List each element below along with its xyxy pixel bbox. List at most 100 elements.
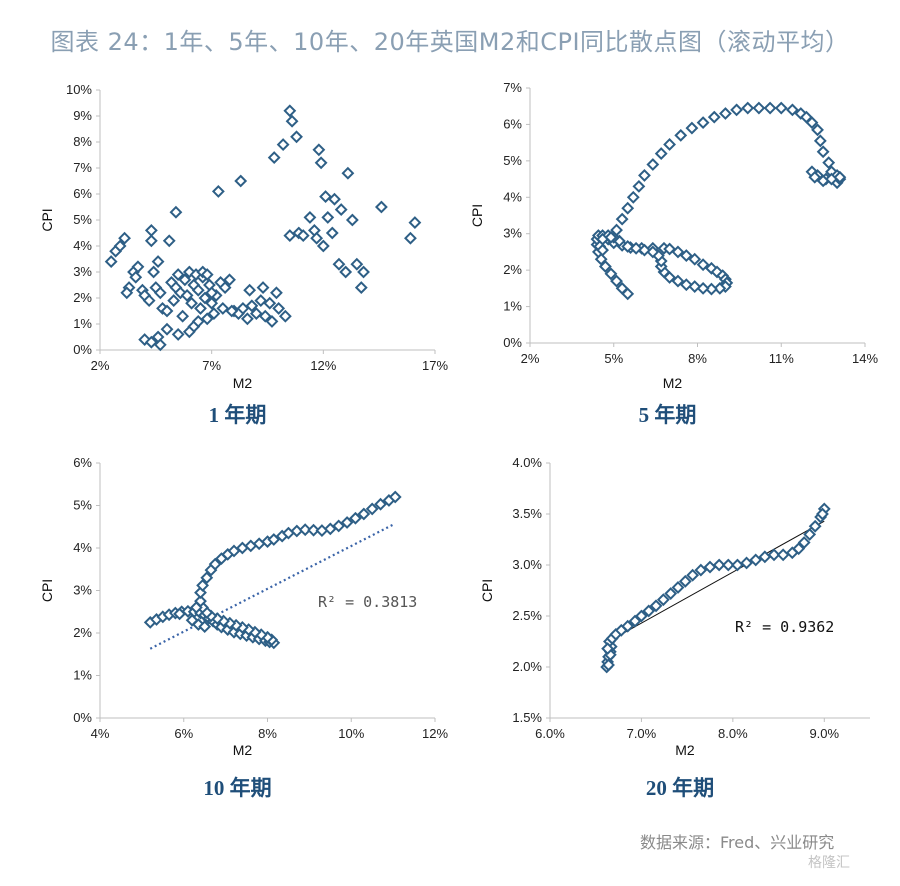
data-point (621, 619, 635, 633)
data-point (686, 568, 700, 582)
y-axis-title: CPI (39, 579, 55, 602)
data-point (182, 325, 196, 339)
y-tick-label: 7% (503, 80, 522, 95)
data-point (200, 268, 214, 282)
data-point (267, 151, 281, 165)
y-tick-label: 2% (503, 262, 522, 277)
data-point (325, 226, 339, 240)
data-point (315, 524, 329, 537)
panel-caption: 10 年期 (203, 776, 271, 800)
data-point (604, 230, 618, 244)
y-tick-label: 4% (503, 189, 522, 204)
plot-area: 0% 1% 2% 3% 4% 5% 6% 7% 8% 9% 10% 2% 7% 12% 17% (66, 82, 448, 373)
data-point (642, 604, 656, 618)
data-point (404, 231, 417, 245)
data-point (272, 301, 286, 315)
y-tick-label: 3% (73, 264, 92, 279)
data-point (319, 190, 332, 204)
data-point (189, 601, 203, 614)
data-point (741, 101, 755, 115)
data-point (118, 231, 131, 245)
data-point (194, 301, 207, 315)
data-point (357, 265, 370, 279)
chart-10yr: 0% 1% 2% 3% 4% 5% 6% 4% 6% 8% 10% 12% R² = 0.3813 CP… (39, 455, 448, 800)
data-point (638, 169, 651, 182)
data-point (144, 234, 158, 248)
data-point (731, 558, 744, 572)
data-point (234, 174, 248, 188)
data-point (803, 527, 817, 541)
data-point (719, 107, 732, 120)
data-point (596, 243, 609, 257)
data-point (822, 156, 836, 170)
y-tick-label: 5% (503, 153, 522, 168)
data-point (312, 143, 326, 157)
data-point (254, 294, 268, 308)
data-point (196, 578, 210, 592)
data-point (243, 283, 257, 297)
data-point (763, 101, 777, 115)
chart-5yr: 0% 1% 2% 3% 4% 5% 6% 7% 2% 5% 8% 11% 14% CPI M2 5 年期 (469, 80, 878, 427)
data-point (626, 190, 640, 204)
y-axis-title: CPI (479, 579, 495, 602)
data-point (696, 116, 710, 130)
data-point (688, 252, 702, 266)
data-point (635, 609, 648, 623)
data-point (240, 312, 254, 326)
data-point (610, 274, 623, 288)
data-point (191, 314, 205, 328)
plot-area: 0% 1% 2% 3% 4% 5% 6% 4% 6% 8% 10% 12% R² = 0.3813 (73, 455, 448, 741)
y-tick-label: 6% (503, 116, 522, 131)
data-point (694, 563, 708, 577)
data-point (663, 138, 676, 151)
chart-20yr: 1.5% 2.0% 2.5% 3.0% 3.5% 4.0% 6.0% 7.0% 8.0% 9.0%… (479, 455, 870, 800)
data-point (223, 273, 236, 287)
data-point (632, 179, 646, 193)
data-point (664, 587, 678, 600)
data-point (200, 571, 214, 585)
data-point (283, 104, 297, 118)
data-point (205, 286, 219, 300)
y-tick-label: 0% (503, 335, 522, 350)
data-point (707, 110, 721, 124)
y-tick-label: 0% (73, 342, 92, 357)
data-point (328, 192, 341, 206)
data-point (671, 245, 685, 259)
data-point (290, 130, 303, 144)
data-point (805, 116, 819, 130)
data-point (712, 558, 726, 572)
data-point (162, 234, 176, 248)
data-point (236, 301, 250, 315)
data-point (144, 335, 158, 349)
data-point (296, 229, 310, 243)
data-point (816, 507, 829, 521)
data-point (649, 599, 663, 613)
data-point (357, 507, 371, 521)
x-tick-label: 14% (852, 351, 878, 366)
r-squared-label: R² = 0.9362 (735, 618, 834, 636)
x-tick-label: 12% (422, 726, 448, 741)
data-point (167, 294, 181, 308)
y-tick-label: 1% (73, 668, 92, 683)
y-tick-label: 1% (503, 299, 522, 314)
data-point (334, 203, 348, 217)
x-tick-label: 8.0% (718, 726, 748, 741)
data-point (813, 134, 827, 148)
y-tick-label: 1.5% (512, 710, 542, 725)
y-tick-label: 4% (73, 238, 92, 253)
data-point (171, 268, 185, 282)
data-point (374, 200, 388, 214)
data-point (621, 201, 635, 215)
data-point (674, 128, 688, 142)
y-tick-label: 7% (73, 160, 92, 175)
data-point (615, 212, 629, 226)
data-point (696, 281, 710, 295)
data-point (628, 614, 642, 628)
y-tick-label: 3.0% (512, 557, 542, 572)
data-point (258, 309, 272, 323)
data-point (786, 103, 799, 117)
data-point (185, 296, 198, 310)
y-tick-label: 5% (73, 498, 92, 513)
data-point (191, 283, 205, 297)
y-tick-label: 4.0% (512, 455, 542, 470)
